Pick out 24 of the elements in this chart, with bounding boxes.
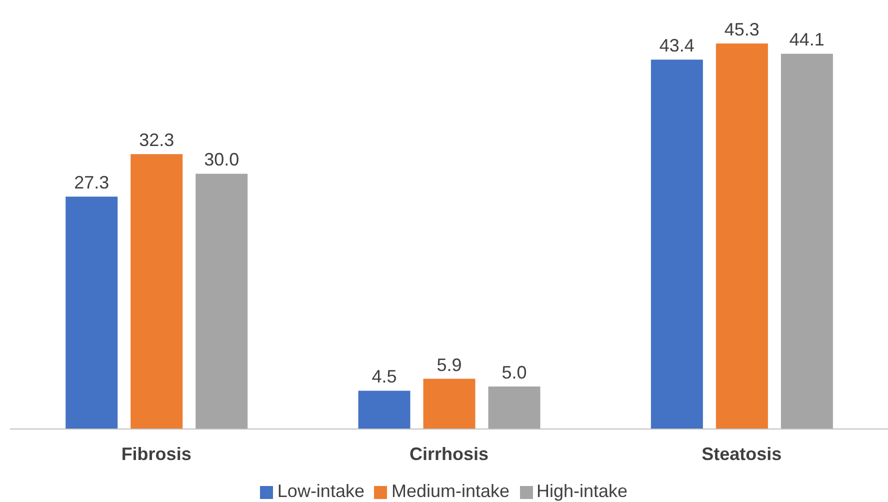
bar bbox=[780, 54, 833, 429]
data-label: 45.3 bbox=[724, 19, 760, 40]
bar bbox=[423, 378, 476, 429]
data-label: 5.9 bbox=[436, 354, 462, 375]
bar bbox=[66, 196, 118, 429]
data-label: 5.0 bbox=[502, 362, 527, 382]
legend-label: Low-intake bbox=[277, 481, 364, 501]
bar bbox=[488, 386, 540, 429]
data-label: 32.3 bbox=[139, 130, 174, 150]
legend-label: High-intake bbox=[536, 481, 628, 501]
x-tick-label: Steatosis bbox=[702, 444, 782, 464]
x-tick-label: Cirrhosis bbox=[409, 444, 489, 464]
data-label: 27.3 bbox=[74, 172, 110, 193]
data-label: 4.5 bbox=[372, 366, 397, 387]
legend-label: Medium-intake bbox=[391, 481, 510, 501]
data-label: 30.0 bbox=[204, 150, 240, 170]
data-label: 43.4 bbox=[659, 36, 694, 56]
bar bbox=[196, 174, 248, 429]
bar bbox=[650, 60, 703, 429]
data-label: 44.1 bbox=[789, 30, 824, 50]
bar bbox=[130, 154, 183, 429]
bar bbox=[358, 390, 410, 429]
bar bbox=[716, 43, 768, 429]
x-tick-label: Fibrosis bbox=[121, 444, 192, 464]
